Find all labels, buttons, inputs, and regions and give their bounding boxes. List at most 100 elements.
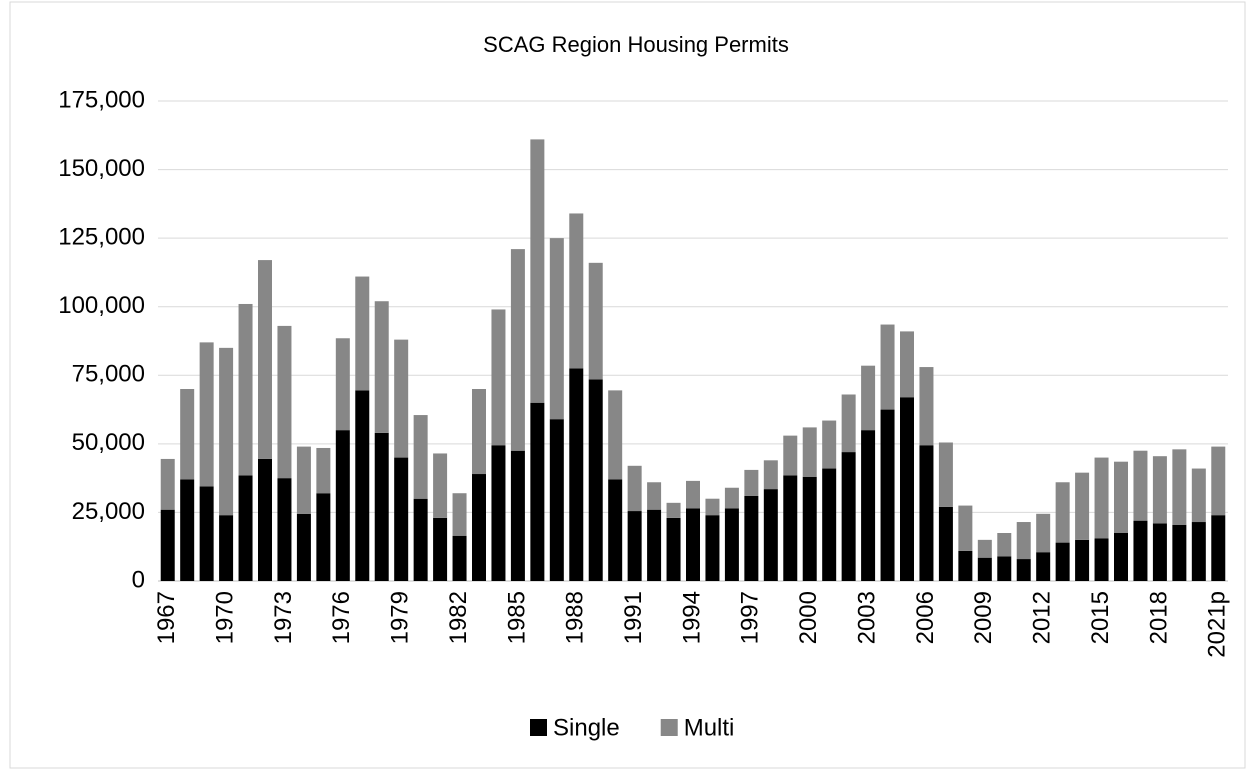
x-tick-label: 1967: [153, 591, 180, 644]
bar-segment: [530, 402, 545, 581]
legend-swatch: [530, 719, 547, 736]
bar-segment: [588, 262, 603, 380]
bar-segment: [958, 505, 973, 551]
bar-segment: [1191, 522, 1206, 581]
bar-segment: [1055, 542, 1070, 581]
bar-segment: [763, 460, 778, 490]
bar-segment: [1016, 559, 1031, 581]
x-tick-label: 1988: [562, 591, 589, 644]
x-tick-label: 2021p: [1204, 591, 1231, 658]
bar-segment: [413, 498, 428, 581]
x-tick-label: 1979: [387, 591, 414, 644]
bar-segment: [822, 468, 837, 581]
bar-segment: [705, 498, 720, 516]
bar-segment: [1036, 513, 1051, 553]
bar-segment: [783, 435, 798, 476]
bar-segment: [238, 303, 253, 476]
x-tick-label: 1985: [503, 591, 530, 644]
bar-segment: [802, 427, 817, 477]
bar-segment: [219, 347, 234, 516]
x-tick-label: 2006: [912, 591, 939, 644]
bar-segment: [608, 390, 623, 480]
bar-segment: [277, 325, 292, 479]
x-tick-label: 2015: [1087, 591, 1114, 644]
bar-segment: [530, 139, 545, 403]
bar-segment: [1133, 450, 1148, 521]
bar-segment: [686, 480, 700, 509]
bar-segment: [1094, 538, 1109, 581]
bar-segment: [647, 509, 662, 581]
bar-segment: [355, 390, 370, 581]
bar-segment: [841, 394, 856, 453]
bar-segment: [199, 342, 214, 487]
bar-segment: [783, 475, 798, 581]
bar-segment: [472, 389, 486, 475]
bar-segment: [1152, 523, 1167, 581]
bar-segment: [1133, 520, 1148, 581]
x-tick-label: 2012: [1029, 591, 1056, 644]
x-tick-label: 1994: [678, 591, 705, 644]
bar-segment: [258, 260, 272, 459]
bar-segment: [1172, 449, 1187, 525]
bar-segment: [433, 453, 448, 518]
bar-segment: [919, 445, 934, 581]
bar-segment: [724, 487, 739, 509]
bar-segment: [180, 479, 195, 581]
bar-segment: [569, 368, 584, 581]
x-tick-label: 1970: [211, 591, 238, 644]
bar-segment: [374, 301, 389, 433]
bar-segment: [744, 495, 759, 581]
bar-segment: [588, 379, 603, 581]
bar-segment: [627, 511, 642, 581]
bar-segment: [413, 415, 428, 499]
bar-segment: [705, 515, 720, 581]
bar-segment: [977, 539, 992, 558]
bar-segment: [1114, 461, 1128, 533]
bar-segment: [1152, 456, 1167, 524]
bar-segment: [900, 397, 914, 581]
bar-segment: [1211, 515, 1226, 581]
bar-segment: [1094, 457, 1109, 539]
bar-segment: [296, 513, 311, 581]
y-tick-label: 175,000: [58, 86, 145, 113]
bar-segment: [1016, 522, 1031, 560]
bar-segment: [977, 557, 992, 581]
bar-segment: [938, 442, 953, 507]
bar-segment: [861, 365, 876, 431]
legend-label: Single: [553, 714, 620, 741]
bar-segment: [433, 517, 448, 581]
bar-segment: [335, 430, 350, 581]
bar-segment: [296, 446, 311, 514]
bar-segment: [1172, 524, 1187, 581]
bar-segment: [258, 458, 272, 581]
y-tick-label: 25,000: [72, 498, 145, 525]
bar-segment: [763, 489, 778, 581]
x-tick-label: 1991: [620, 591, 647, 644]
bar-segment: [160, 458, 175, 510]
bar-segment: [1114, 533, 1128, 581]
bar-segment: [199, 486, 214, 581]
x-tick-label: 1997: [737, 591, 764, 644]
x-tick-label: 1973: [270, 591, 297, 644]
bar-segment: [900, 331, 914, 398]
bar-segment: [316, 493, 331, 581]
bar-segment: [1036, 552, 1051, 581]
bar-segment: [219, 515, 234, 581]
bar-segment: [394, 457, 409, 581]
bar-segment: [841, 452, 856, 581]
bar-segment: [549, 419, 564, 581]
bar-segment: [627, 465, 642, 512]
y-tick-label: 50,000: [72, 429, 145, 456]
bar-segment: [180, 389, 195, 480]
bar-segment: [160, 509, 175, 581]
y-tick-label: 0: [132, 566, 145, 593]
x-tick-label: 2000: [795, 591, 822, 644]
bar-segment: [472, 474, 486, 581]
bar-segment: [491, 445, 506, 581]
y-tick-label: 75,000: [72, 361, 145, 388]
y-tick-label: 125,000: [58, 223, 145, 250]
bar-segment: [822, 420, 837, 469]
bar-segment: [1075, 472, 1090, 540]
x-tick-label: 2009: [970, 591, 997, 644]
